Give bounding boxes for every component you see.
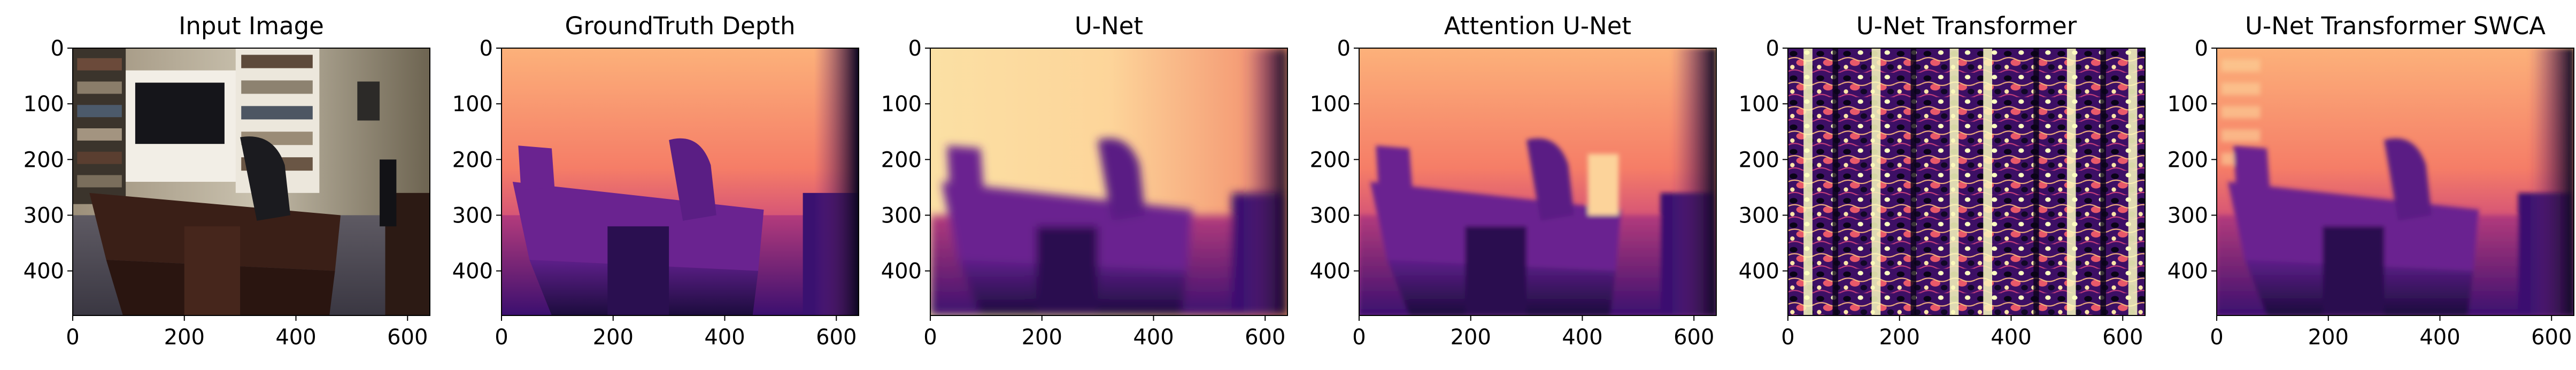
panel-photo: Input Image 0 200 400 600 0 100 200 300 400 — [24, 12, 430, 350]
x-tick-label: 400 — [704, 325, 745, 350]
x-tick-label: 200 — [1451, 325, 1491, 350]
y-tick-label: 300 — [452, 204, 493, 228]
x-tick-label: 600 — [2102, 325, 2143, 350]
panel-attn: Attention U-Net 0 200 400 600 0 100 200 300 400 — [1310, 12, 1717, 350]
x-tick-label: 400 — [1991, 325, 2031, 350]
axes-frame — [1787, 48, 2146, 316]
x-tick-label: 400 — [2419, 325, 2460, 350]
axes-frame — [930, 48, 1288, 316]
y-tick-label: 100 — [1739, 92, 1779, 117]
y-tick-label: 100 — [1310, 92, 1351, 117]
panel-image — [502, 48, 859, 315]
x-tick-label: 200 — [1022, 325, 1062, 350]
y-tick-label: 0 — [51, 36, 64, 61]
panel-title: U-Net — [1075, 12, 1143, 40]
panel-noise: U-Net Transformer 0 200 400 600 0 100 200 300 400 — [1739, 12, 2146, 350]
y-tick-label: 300 — [2168, 204, 2208, 228]
y-tick-label: 0 — [2195, 36, 2208, 61]
y-tick-label: 0 — [1766, 36, 1779, 61]
x-tick-label: 0 — [495, 325, 508, 350]
y-tick-label: 300 — [1310, 204, 1351, 228]
axes-frame — [501, 48, 859, 316]
y-tick-label: 200 — [1310, 148, 1351, 172]
x-tick-label: 0 — [1352, 325, 1366, 350]
x-tick-label: 600 — [1673, 325, 1714, 350]
panel-title: U-Net Transformer — [1856, 12, 2077, 40]
y-tick-label: 100 — [452, 92, 493, 117]
panel-title: GroundTruth Depth — [565, 12, 796, 40]
y-tick-label: 100 — [881, 92, 922, 117]
y-tick-label: 400 — [452, 259, 493, 284]
panel-image — [930, 48, 1287, 315]
y-tick-label: 200 — [881, 148, 922, 172]
x-tick-label: 0 — [2210, 325, 2223, 350]
x-tick-label: 0 — [923, 325, 937, 350]
x-tick-label: 600 — [1245, 325, 1285, 350]
x-tick-label: 200 — [1879, 325, 1920, 350]
panel-title: U-Net Transformer SWCA — [2245, 12, 2546, 40]
y-tick-label: 100 — [2168, 92, 2208, 117]
panel-image — [1359, 48, 1716, 315]
y-tick-label: 400 — [24, 259, 64, 284]
panel-image — [1788, 48, 2145, 315]
y-tick-label: 400 — [1310, 259, 1351, 284]
y-tick-label: 200 — [452, 148, 493, 172]
y-tick-label: 0 — [908, 36, 922, 61]
x-tick-label: 400 — [1133, 325, 1174, 350]
panel-unet: U-Net 0 200 400 600 0 100 200 300 400 — [881, 12, 1288, 350]
x-tick-label: 200 — [593, 325, 634, 350]
y-tick-label: 0 — [480, 36, 493, 61]
panel-image — [73, 48, 430, 315]
y-tick-label: 300 — [1739, 204, 1779, 228]
x-tick-label: 200 — [164, 325, 205, 350]
x-tick-label: 600 — [2531, 325, 2572, 350]
panel-gt: GroundTruth Depth 0 200 400 600 0 100 200 300 400 — [452, 12, 859, 350]
y-tick-label: 400 — [881, 259, 922, 284]
panel-image — [2217, 48, 2574, 315]
x-tick-label: 200 — [2308, 325, 2349, 350]
y-tick-label: 200 — [1739, 148, 1779, 172]
y-tick-label: 400 — [2168, 259, 2208, 284]
y-tick-label: 100 — [24, 92, 64, 117]
x-tick-label: 400 — [1562, 325, 1602, 350]
x-tick-label: 0 — [66, 325, 79, 350]
panel-title: Attention U-Net — [1444, 12, 1631, 40]
axes-frame — [2216, 48, 2574, 316]
x-tick-label: 600 — [816, 325, 857, 350]
x-tick-label: 600 — [387, 325, 428, 350]
x-tick-label: 400 — [275, 325, 316, 350]
y-tick-label: 300 — [881, 204, 922, 228]
y-tick-label: 0 — [1337, 36, 1351, 61]
panel-swca: U-Net Transformer SWCA 0 200 400 600 0 100 200 3… — [2168, 12, 2574, 350]
axes-frame — [1359, 48, 1717, 316]
y-tick-label: 300 — [24, 204, 64, 228]
panel-title: Input Image — [179, 12, 324, 40]
y-tick-label: 200 — [24, 148, 64, 172]
x-tick-label: 0 — [1781, 325, 1794, 350]
axes-frame — [72, 48, 430, 316]
y-tick-label: 200 — [2168, 148, 2208, 172]
y-tick-label: 400 — [1739, 259, 1779, 284]
